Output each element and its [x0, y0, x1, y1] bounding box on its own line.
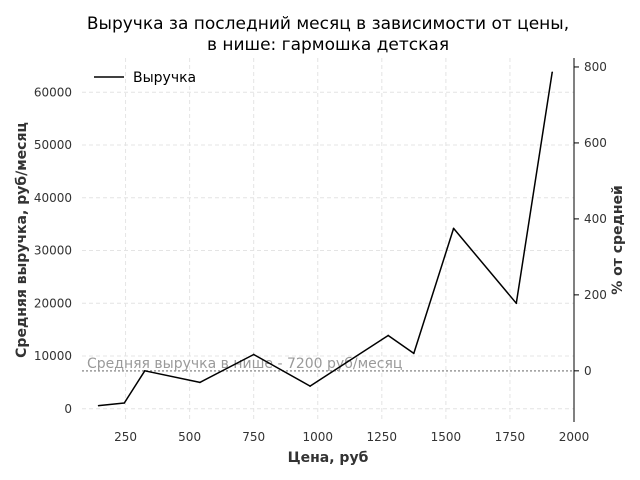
y-tick-label: 50000 [34, 138, 72, 152]
data-point [309, 385, 311, 387]
y-tick-label: 10000 [34, 349, 72, 363]
y2-tick-label: 200 [584, 288, 607, 302]
chart-title-line-2: в нише: гармошка детская [207, 35, 449, 55]
x-tick-label: 250 [114, 430, 137, 444]
data-point [413, 352, 415, 355]
x-tick-label: 500 [178, 430, 201, 444]
y2-tick-label: 0 [584, 364, 592, 378]
data-point [123, 402, 126, 404]
y2-tick-label: 600 [584, 136, 607, 150]
data-point [515, 302, 518, 305]
y-axis-label: Средняя выручка, руб/месяц [14, 122, 30, 358]
x-tick-label: 1500 [431, 430, 462, 444]
y-tick-label: 60000 [34, 85, 72, 99]
data-point [199, 381, 201, 384]
data-point [387, 334, 390, 337]
x-tick-label: 1750 [495, 430, 526, 444]
data-point [143, 370, 146, 372]
x-axis-label: Цена, руб [288, 450, 369, 466]
chart-title-line-1: Выручка за последний месяц в зависимости… [87, 14, 569, 34]
x-tick-label: 2000 [559, 430, 590, 444]
x-tick-label: 1000 [302, 430, 333, 444]
y-tick-label: 20000 [34, 296, 72, 310]
data-point [452, 227, 455, 230]
reference-line-group: Средняя выручка в нише - 7200 руб/месяц [82, 356, 574, 372]
average-revenue-label: Средняя выручка в нише - 7200 руб/месяц [87, 356, 402, 372]
axes-group: 250 500 750 1000 1250 1500 1750 200001000020000… [34, 58, 607, 444]
y-tick-label: 30000 [34, 244, 72, 258]
series-group [97, 71, 554, 407]
x-tick-label: 750 [242, 430, 265, 444]
legend-label: Выручка [133, 70, 196, 86]
y-tick-label: 0 [64, 402, 72, 416]
x-tick-label: 1250 [367, 430, 398, 444]
y2-tick-label: 400 [584, 212, 607, 226]
data-point [252, 353, 255, 356]
legend: Выручка [94, 70, 196, 86]
data-point [551, 71, 554, 74]
y2-tick-label: 800 [584, 60, 607, 74]
y-tick-label: 40000 [34, 191, 72, 205]
y2-axis-label: % от средней [610, 185, 626, 295]
data-point [97, 404, 100, 407]
